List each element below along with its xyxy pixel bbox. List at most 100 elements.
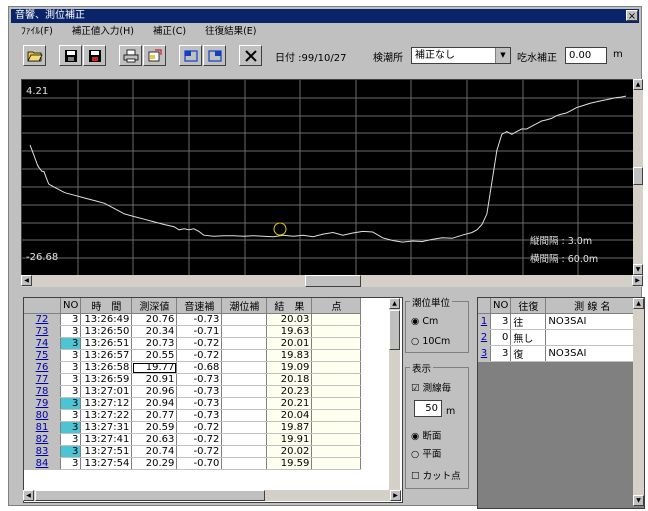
col-sound-correction[interactable]: 音速補: [176, 298, 223, 314]
lines-row[interactable]: 3 3 復 NO3SAI: [478, 345, 640, 362]
cell-result[interactable]: 20.02: [266, 445, 313, 458]
cell-depth[interactable]: 20.77: [131, 409, 178, 422]
cursor-marker[interactable]: [273, 222, 287, 236]
chart-hscroll-thumb[interactable]: [305, 275, 361, 287]
cut-point-checkbox[interactable]: ☐ カット点: [411, 468, 461, 482]
row-number[interactable]: 72: [24, 313, 61, 326]
cell-result[interactable]: 20.18: [266, 373, 313, 386]
cell-result[interactable]: 19.59: [266, 457, 313, 470]
cell-result[interactable]: 19.91: [266, 433, 313, 446]
open-folder-icon[interactable]: [23, 45, 46, 66]
lines-cell-no[interactable]: 3: [490, 345, 512, 362]
cell-time[interactable]: 13:27:54: [80, 457, 133, 470]
lines-row-index[interactable]: 1: [478, 313, 491, 330]
cell-tide-correction[interactable]: [221, 457, 268, 470]
cell-result[interactable]: 20.01: [266, 337, 313, 350]
chart-vscroll[interactable]: ▲ ▼: [633, 79, 643, 275]
chevron-down-icon[interactable]: ▼: [495, 48, 510, 63]
survey-line-checkbox[interactable]: ☑ 測線毎: [411, 380, 451, 394]
lines-row-index[interactable]: 3: [478, 345, 491, 362]
cell-sound-correction[interactable]: -0.68: [176, 361, 223, 374]
cell-sound-correction[interactable]: -0.70: [176, 457, 223, 470]
cell-depth[interactable]: 20.94: [131, 397, 178, 410]
lines-scroll-up-icon[interactable]: ▲: [633, 298, 644, 309]
cell-sound-correction[interactable]: -0.73: [176, 409, 223, 422]
table-vscroll[interactable]: ▲: [389, 298, 400, 490]
cell-tide-correction[interactable]: [221, 313, 268, 326]
cell-depth[interactable]: 20.55: [131, 349, 178, 362]
cell-time[interactable]: 13:26:49: [80, 313, 133, 326]
table-row[interactable]: 84 3 13:27:54 20.29 -0.70 19.59: [24, 457, 362, 470]
menu-correction[interactable]: 補正(C): [153, 26, 187, 37]
lines-vscroll[interactable]: ▲ ▼: [633, 298, 644, 506]
table-vscroll-thumb[interactable]: [389, 310, 400, 350]
cell-sound-correction[interactable]: -0.73: [176, 313, 223, 326]
cell-tide-correction[interactable]: [221, 385, 268, 398]
col-point[interactable]: 点: [311, 298, 362, 314]
export-icon[interactable]: [143, 45, 166, 66]
radio-cm[interactable]: ◉ Cm: [411, 316, 438, 327]
cell-no[interactable]: 3: [60, 313, 82, 326]
cell-point[interactable]: [311, 373, 362, 386]
lines-col-name[interactable]: 測 線 名: [545, 298, 640, 314]
cell-sound-correction[interactable]: -0.73: [176, 373, 223, 386]
lines-cell-no[interactable]: 0: [490, 329, 512, 346]
radio-section[interactable]: ◉ 断面: [411, 428, 441, 442]
cell-tide-correction[interactable]: [221, 349, 268, 362]
col-tide-correction[interactable]: 潮位補: [221, 298, 268, 314]
cell-result[interactable]: 19.83: [266, 349, 313, 362]
table-row[interactable]: 73 3 13:26:50 20.34 -0.71 19.63: [24, 325, 362, 338]
lines-row[interactable]: 1 3 往 NO3SAI: [478, 313, 640, 330]
cell-depth[interactable]: 20.29: [131, 457, 178, 470]
cell-no[interactable]: 3: [60, 457, 82, 470]
radio-plane[interactable]: ○ 平面: [411, 446, 441, 460]
cell-result[interactable]: 20.21: [266, 397, 313, 410]
lines-cell-no[interactable]: 3: [490, 313, 512, 330]
cell-sound-correction[interactable]: -0.72: [176, 433, 223, 446]
close-button[interactable]: ×: [626, 10, 638, 22]
draft-input[interactable]: 0.00: [565, 47, 607, 64]
cell-no[interactable]: 3: [60, 397, 82, 410]
cell-point[interactable]: [311, 433, 362, 446]
cell-time[interactable]: 13:27:01: [80, 385, 133, 398]
table-hscroll-thumb[interactable]: [35, 490, 265, 501]
cell-tide-correction[interactable]: [221, 445, 268, 458]
row-number[interactable]: 83: [24, 445, 61, 458]
col-result[interactable]: 結 果: [266, 298, 313, 314]
cell-time[interactable]: 13:26:51: [80, 337, 133, 350]
menu-correction-input[interactable]: 補正値入力(H): [71, 26, 134, 37]
cell-no[interactable]: 3: [60, 409, 82, 422]
cell-point[interactable]: [311, 325, 362, 338]
cell-result[interactable]: 20.03: [266, 313, 313, 326]
cell-tide-correction[interactable]: [221, 409, 268, 422]
cell-time[interactable]: 13:27:31: [80, 421, 133, 434]
cell-point[interactable]: [311, 457, 362, 470]
row-number[interactable]: 77: [24, 373, 61, 386]
scroll-up-icon[interactable]: ▲: [633, 79, 643, 90]
cell-sound-correction[interactable]: -0.72: [176, 445, 223, 458]
chart-hscroll[interactable]: ◀ ▶: [21, 275, 643, 287]
cell-tide-correction[interactable]: [221, 373, 268, 386]
cell-tide-correction[interactable]: [221, 433, 268, 446]
cell-time[interactable]: 13:27:22: [80, 409, 133, 422]
cell-no[interactable]: 3: [60, 421, 82, 434]
cell-result[interactable]: 20.04: [266, 409, 313, 422]
table-scroll-right-icon[interactable]: ▶: [390, 490, 401, 501]
cell-tide-correction[interactable]: [221, 361, 268, 374]
cell-point[interactable]: [311, 313, 362, 326]
scroll-right-icon[interactable]: ▶: [632, 275, 643, 286]
col-no[interactable]: NO: [60, 298, 82, 314]
save-red-icon[interactable]: [83, 45, 106, 66]
cell-sound-correction[interactable]: -0.73: [176, 385, 223, 398]
table-row[interactable]: 75 3 13:26:57 20.55 -0.72 19.83: [24, 349, 362, 362]
row-number[interactable]: 75: [24, 349, 61, 362]
row-number[interactable]: 81: [24, 421, 61, 434]
cell-point[interactable]: [311, 361, 362, 374]
cell-no[interactable]: 3: [60, 433, 82, 446]
window-a-icon[interactable]: [179, 45, 202, 66]
row-number[interactable]: 76: [24, 361, 61, 374]
cell-point[interactable]: [311, 409, 362, 422]
radio-10cm[interactable]: ○ 10Cm: [411, 336, 450, 347]
cell-tide-correction[interactable]: [221, 325, 268, 338]
cell-time[interactable]: 13:27:51: [80, 445, 133, 458]
